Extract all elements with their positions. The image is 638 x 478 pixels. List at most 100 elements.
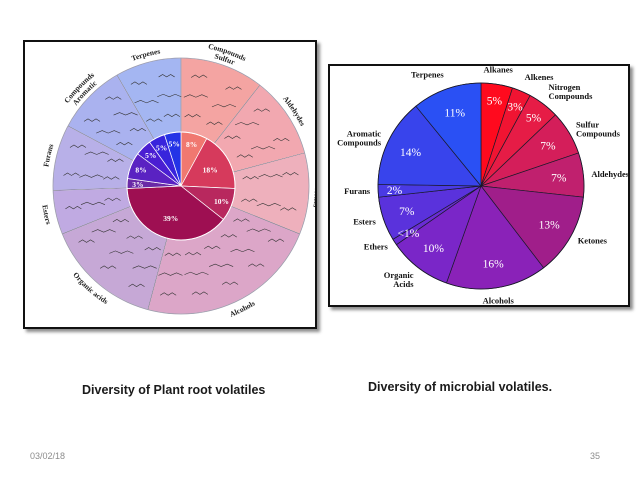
- molecule-sketch: [236, 154, 253, 158]
- molecule-sketch: [130, 81, 148, 85]
- inner-value-label: 18%: [203, 166, 218, 175]
- molecule-sketch: [250, 146, 276, 150]
- microbial-volatiles-chart: 5% Alkanes 3% Alkenes 5% Nitrogen Compounds 7% S…: [337, 66, 628, 305]
- molecule-sketch: [230, 248, 255, 253]
- ring-divider: [67, 125, 134, 161]
- ring-divider: [116, 74, 155, 140]
- ring-divider: [53, 187, 128, 191]
- molecule-sketch: [134, 100, 159, 104]
- molecule-sketch: [184, 271, 209, 275]
- molecule-sketch: [204, 245, 221, 249]
- molecule-sketch: [91, 229, 116, 233]
- molecule-sketch: [69, 144, 87, 148]
- value-label-alkanes: 5%: [487, 96, 503, 108]
- value-label-terpenes: 11%: [444, 107, 465, 119]
- molecule-sketch: [256, 203, 281, 207]
- molecule-sketch: [234, 122, 260, 126]
- inner-value-label: 5%: [169, 139, 180, 148]
- molecule-sketch: [248, 263, 265, 267]
- molecule-sketch: [158, 272, 183, 276]
- slide-page-number: 35: [590, 451, 601, 461]
- molecule-sketch: [209, 263, 234, 267]
- value-label-ethers: <1%: [397, 228, 419, 240]
- ring-label-ketones: Ketones: [311, 181, 315, 208]
- microbial-volatiles-panel: 5% Alkanes 3% Alkenes 5% Nitrogen Compounds 7% S…: [328, 64, 630, 307]
- inner-value-label: 8%: [135, 166, 146, 175]
- molecule-sketch: [164, 252, 181, 256]
- value-label-nitrogen-compounds: 5%: [526, 112, 542, 124]
- molecule-sketch: [80, 201, 106, 206]
- molecule-sketch: [160, 292, 177, 296]
- molecule-sketch: [220, 234, 237, 238]
- molecule-sketch: [99, 265, 117, 269]
- category-label-alcohols: Alcohols: [483, 296, 515, 305]
- microbial-volatiles-caption: Diversity of microbial volatiles.: [368, 380, 553, 394]
- ring-divider: [62, 205, 132, 235]
- molecule-sketch: [103, 176, 120, 180]
- molecule-sketch: [242, 176, 259, 180]
- category-label-ketones: Ketones: [578, 236, 608, 246]
- molecule-sketch: [191, 291, 209, 295]
- ring-divider: [230, 205, 300, 235]
- molecule-sketch: [190, 74, 208, 78]
- molecule-sketch: [211, 104, 237, 108]
- molecule-sketch: [128, 283, 145, 287]
- molecule-sketch: [163, 113, 181, 117]
- category-label-alkenes: Alkenes: [525, 72, 555, 82]
- pie-border: [377, 82, 585, 290]
- molecule-sketch: [63, 172, 80, 176]
- value-label-ketones: 13%: [539, 219, 561, 231]
- value-label-aromatic-compounds: 14%: [400, 147, 422, 159]
- molecule-sketch: [241, 198, 258, 202]
- molecule-sketch: [126, 235, 143, 239]
- value-label-organic-acids: 10%: [423, 243, 445, 255]
- molecule-sketch: [116, 142, 133, 146]
- molecule-sketch: [65, 206, 82, 210]
- inner-value-label: 39%: [163, 214, 178, 223]
- category-label-alkanes: Alkanes: [484, 66, 514, 74]
- molecule-sketch: [105, 96, 122, 100]
- category-label-nitrogen-compounds: Nitrogen Compounds: [548, 82, 593, 101]
- molecule-sketch: [83, 118, 101, 122]
- molecule-sketch: [109, 250, 134, 254]
- molecule-sketch: [104, 197, 121, 201]
- molecule-sketch: [132, 265, 157, 269]
- value-label-alcohols: 16%: [483, 258, 505, 270]
- plant-root-volatiles-caption: Diversity of Plant root volatiles: [82, 383, 266, 397]
- category-label-sulfur-compounds: Sulfur Compounds: [576, 120, 621, 139]
- molecule-sketch: [184, 114, 201, 118]
- value-label-alkenes: 3%: [507, 101, 523, 113]
- molecule-sketch: [84, 151, 109, 155]
- inner-ring-border: [126, 131, 236, 241]
- molecule-sketch: [112, 219, 130, 223]
- category-label-terpenes: Terpenes: [411, 69, 444, 79]
- inner-value-label: 5%: [145, 151, 156, 160]
- ring-label-esters: Esters: [40, 204, 53, 225]
- molecule-sketch: [280, 207, 297, 211]
- molecule-sketch: [206, 121, 223, 125]
- category-label-aldehydes: Aldehydes: [591, 169, 628, 179]
- value-label-furans: 2%: [387, 185, 403, 197]
- value-label-sulfur-compounds: 7%: [540, 140, 556, 152]
- molecule-sketch: [158, 74, 175, 78]
- molecule-sketch: [183, 94, 208, 98]
- molecule-sketch: [184, 252, 202, 256]
- molecule-sketch: [246, 228, 271, 232]
- category-label-esters: Esters: [353, 217, 376, 227]
- molecule-sketch: [96, 130, 121, 134]
- molecule-sketch: [107, 158, 124, 162]
- value-label-esters: 7%: [399, 206, 415, 218]
- molecule-sketch: [146, 118, 163, 122]
- plant-root-volatiles-chart: 8%18%10%39%3%8%5%5% 5%SulfurCompoundsAlde…: [40, 42, 315, 319]
- inner-value-label: 5%: [156, 143, 167, 152]
- ring-divider: [233, 152, 305, 173]
- ring-label-furans: Furans: [41, 143, 55, 168]
- molecule-sketch: [267, 238, 285, 242]
- molecule-sketch: [273, 137, 290, 142]
- molecule-sketch: [253, 108, 270, 112]
- category-label-ethers: Ethers: [364, 241, 389, 251]
- molecule-sketch: [258, 174, 283, 178]
- inner-value-label: 3%: [132, 180, 143, 189]
- molecule-sketch: [157, 93, 182, 98]
- molecule-sketch: [282, 172, 299, 176]
